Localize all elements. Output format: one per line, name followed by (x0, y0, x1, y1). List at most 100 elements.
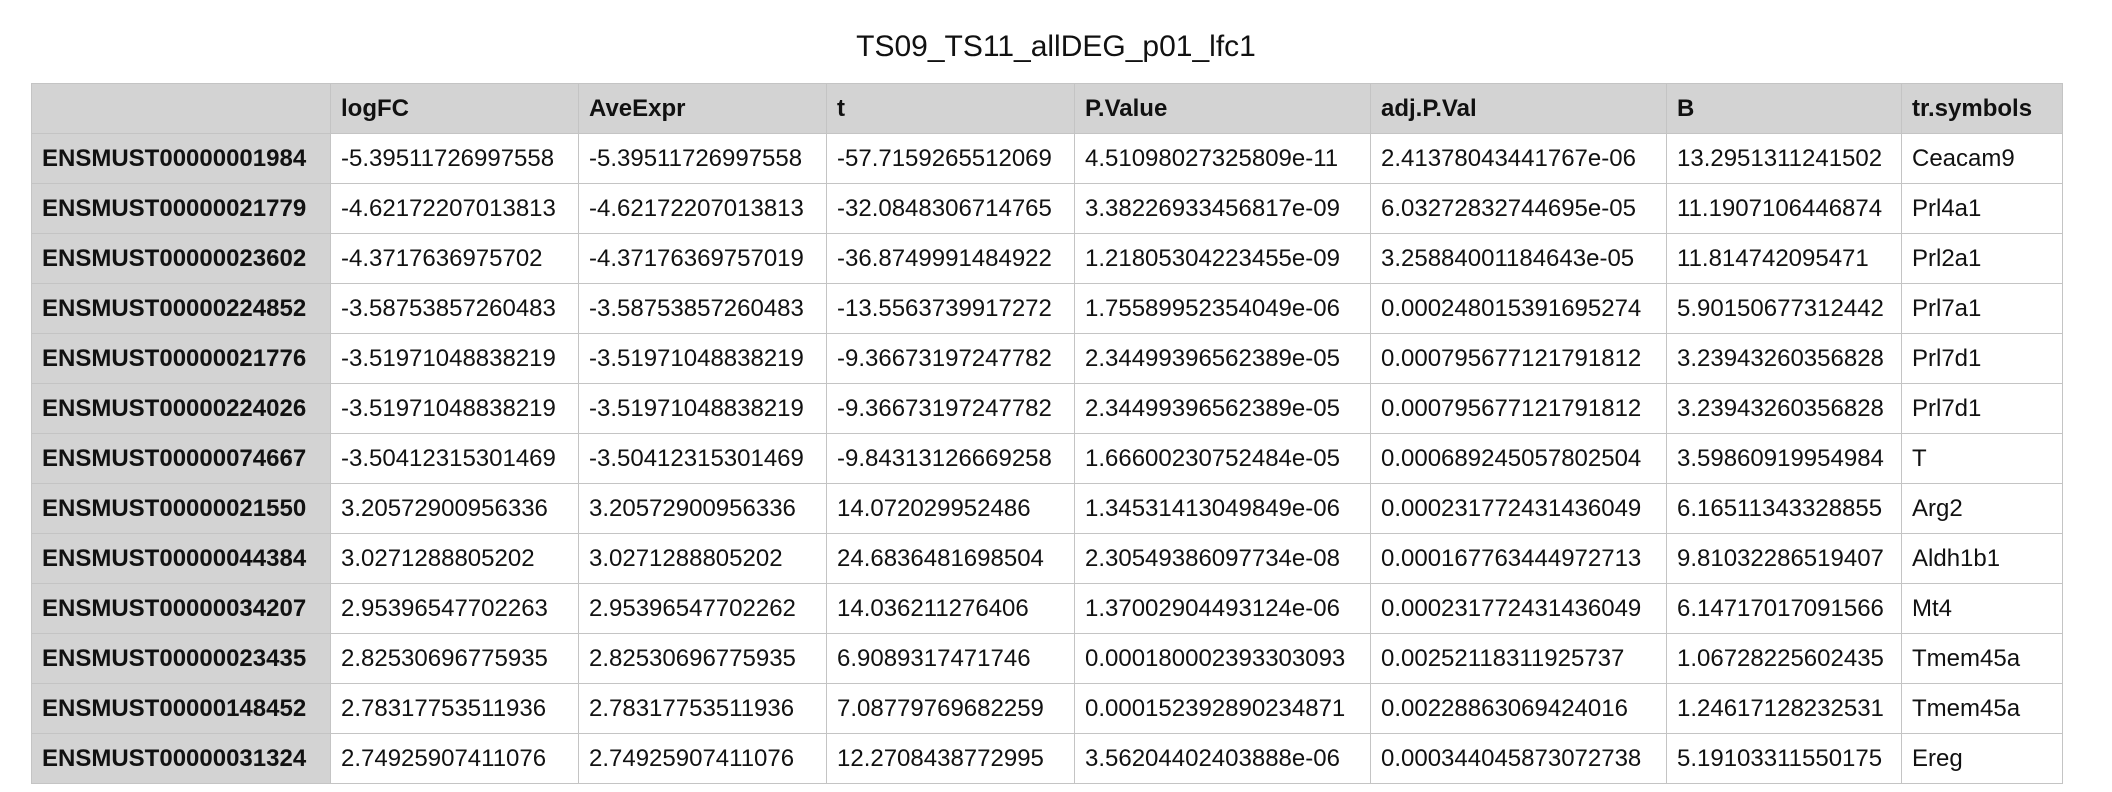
logfc-cell: 2.78317753511936 (330, 683, 579, 734)
t-cell: -13.5563739917272 (826, 283, 1075, 334)
t-cell: -36.8749991484922 (826, 233, 1075, 284)
pvalue-cell: 2.30549386097734e-08 (1074, 533, 1371, 584)
table-row: ENSMUST00000021550 3.20572900956336 3.2057… (31, 483, 2063, 534)
tr-symbols-header: tr.symbols (1901, 83, 2063, 134)
t-cell: 14.072029952486 (826, 483, 1075, 534)
aveexpr-cell: -4.37176369757019 (578, 233, 827, 284)
tr-symbol-cell: Ceacam9 (1901, 133, 2063, 184)
logfc-cell: -3.51971048838219 (330, 333, 579, 384)
tr-symbol-cell: Tmem45a (1901, 683, 2063, 734)
pvalue-cell: 3.56204402403888e-06 (1074, 733, 1371, 784)
pvalue-cell: 1.37002904493124e-06 (1074, 583, 1371, 634)
aveexpr-cell: 2.74925907411076 (578, 733, 827, 784)
b-cell: 11.1907106446874 (1666, 183, 1902, 234)
gene-id-cell: ENSMUST00000034207 (31, 583, 331, 634)
tr-symbol-cell: T (1901, 433, 2063, 484)
t-cell: 24.6836481698504 (826, 533, 1075, 584)
pvalue-cell: 4.51098027325809e-11 (1074, 133, 1371, 184)
b-cell: 9.81032286519407 (1666, 533, 1902, 584)
table-row: ENSMUST00000023602 -4.3717636975702 -4.371… (31, 233, 2063, 284)
b-cell: 5.19103311550175 (1666, 733, 1902, 784)
logfc-cell: -3.50412315301469 (330, 433, 579, 484)
pvalue-cell: 2.34499396562389e-05 (1074, 383, 1371, 434)
adjpval-cell: 3.25884001184643e-05 (1370, 233, 1667, 284)
adjpval-cell: 0.000231772431436049 (1370, 583, 1667, 634)
tr-symbol-cell: Tmem45a (1901, 633, 2063, 684)
pvalue-cell: 2.34499396562389e-05 (1074, 333, 1371, 384)
aveexpr-cell: -3.51971048838219 (578, 333, 827, 384)
tr-symbol-cell: Prl7d1 (1901, 333, 2063, 384)
table-row: ENSMUST00000148452 2.78317753511936 2.7831… (31, 683, 2063, 734)
logfc-cell: 2.82530696775935 (330, 633, 579, 684)
t-cell: -32.0848306714765 (826, 183, 1075, 234)
logfc-cell: -4.62172207013813 (330, 183, 579, 234)
gene-id-cell: ENSMUST00000021776 (31, 333, 331, 384)
adjpval-cell: 0.00228863069424016 (1370, 683, 1667, 734)
gene-id-cell: ENSMUST00000021550 (31, 483, 331, 534)
tr-symbol-cell: Ereg (1901, 733, 2063, 784)
table-row: ENSMUST00000031324 2.74925907411076 2.7492… (31, 733, 2063, 784)
logfc-cell: 2.95396547702263 (330, 583, 579, 634)
t-cell: -9.36673197247782 (826, 333, 1075, 384)
gene-id-cell: ENSMUST00000044384 (31, 533, 331, 584)
tr-symbol-cell: Prl7d1 (1901, 383, 2063, 434)
gene-id-cell: ENSMUST00000224026 (31, 383, 331, 434)
tr-symbol-cell: Prl7a1 (1901, 283, 2063, 334)
b-cell: 6.16511343328855 (1666, 483, 1902, 534)
t-cell: -9.84313126669258 (826, 433, 1075, 484)
aveexpr-cell: -4.62172207013813 (578, 183, 827, 234)
aveexpr-cell: -3.58753857260483 (578, 283, 827, 334)
gene-id-cell: ENSMUST00000224852 (31, 283, 331, 334)
pvalue-header: P.Value (1074, 83, 1371, 134)
gene-id-cell: ENSMUST00000001984 (31, 133, 331, 184)
aveexpr-cell: 3.20572900956336 (578, 483, 827, 534)
tr-symbol-cell: Mt4 (1901, 583, 2063, 634)
b-cell: 11.814742095471 (1666, 233, 1902, 284)
aveexpr-cell: -3.50412315301469 (578, 433, 827, 484)
adjpval-cell: 0.000689245057802504 (1370, 433, 1667, 484)
table-row: ENSMUST00000001984 -5.39511726997558 -5.39… (31, 133, 2063, 184)
t-cell: -9.36673197247782 (826, 383, 1075, 434)
t-cell: 12.2708438772995 (826, 733, 1075, 784)
adjpval-cell: 0.000795677121791812 (1370, 333, 1667, 384)
adjpval-cell: 0.000167763444972713 (1370, 533, 1667, 584)
b-cell: 1.06728225602435 (1666, 633, 1902, 684)
t-header: t (826, 83, 1075, 134)
adjpval-cell: 2.41378043441767e-06 (1370, 133, 1667, 184)
table-row: ENSMUST00000074667 -3.50412315301469 -3.50… (31, 433, 2063, 484)
b-cell: 5.90150677312442 (1666, 283, 1902, 334)
b-cell: 6.14717017091566 (1666, 583, 1902, 634)
logfc-header: logFC (330, 83, 579, 134)
adjpval-cell: 0.000344045873072738 (1370, 733, 1667, 784)
gene-id-cell: ENSMUST00000023435 (31, 633, 331, 684)
tr-symbol-cell: Arg2 (1901, 483, 2063, 534)
adjpval-cell: 0.00252118311925737 (1370, 633, 1667, 684)
tr-symbol-cell: Aldh1b1 (1901, 533, 2063, 584)
tr-symbol-cell: Prl2a1 (1901, 233, 2063, 284)
table-row: ENSMUST00000034207 2.95396547702263 2.9539… (31, 583, 2063, 634)
logfc-cell: -5.39511726997558 (330, 133, 579, 184)
gene-id-cell: ENSMUST00000021779 (31, 183, 331, 234)
table-row: ENSMUST00000023435 2.82530696775935 2.8253… (31, 633, 2063, 684)
pvalue-cell: 0.000180002393303093 (1074, 633, 1371, 684)
adjpval-cell: 0.000795677121791812 (1370, 383, 1667, 434)
b-cell: 13.2951311241502 (1666, 133, 1902, 184)
table-row: ENSMUST00000021779 -4.62172207013813 -4.62… (31, 183, 2063, 234)
aveexpr-cell: 2.95396547702262 (578, 583, 827, 634)
pvalue-cell: 1.66600230752484e-05 (1074, 433, 1371, 484)
adjpval-cell: 0.000248015391695274 (1370, 283, 1667, 334)
gene-id-cell: ENSMUST00000031324 (31, 733, 331, 784)
gene-id-cell: ENSMUST00000074667 (31, 433, 331, 484)
aveexpr-cell: -5.39511726997558 (578, 133, 827, 184)
aveexpr-cell: 2.82530696775935 (578, 633, 827, 684)
t-cell: 14.036211276406 (826, 583, 1075, 634)
pvalue-cell: 1.75589952354049e-06 (1074, 283, 1371, 334)
table-body: ENSMUST00000001984 -5.39511726997558 -5.39… (31, 133, 2063, 784)
pvalue-cell: 1.34531413049849e-06 (1074, 483, 1371, 534)
logfc-cell: -3.51971048838219 (330, 383, 579, 434)
b-cell: 3.59860919954984 (1666, 433, 1902, 484)
table-row: ENSMUST00000224852 -3.58753857260483 -3.58… (31, 283, 2063, 334)
t-cell: 7.08779769682259 (826, 683, 1075, 734)
